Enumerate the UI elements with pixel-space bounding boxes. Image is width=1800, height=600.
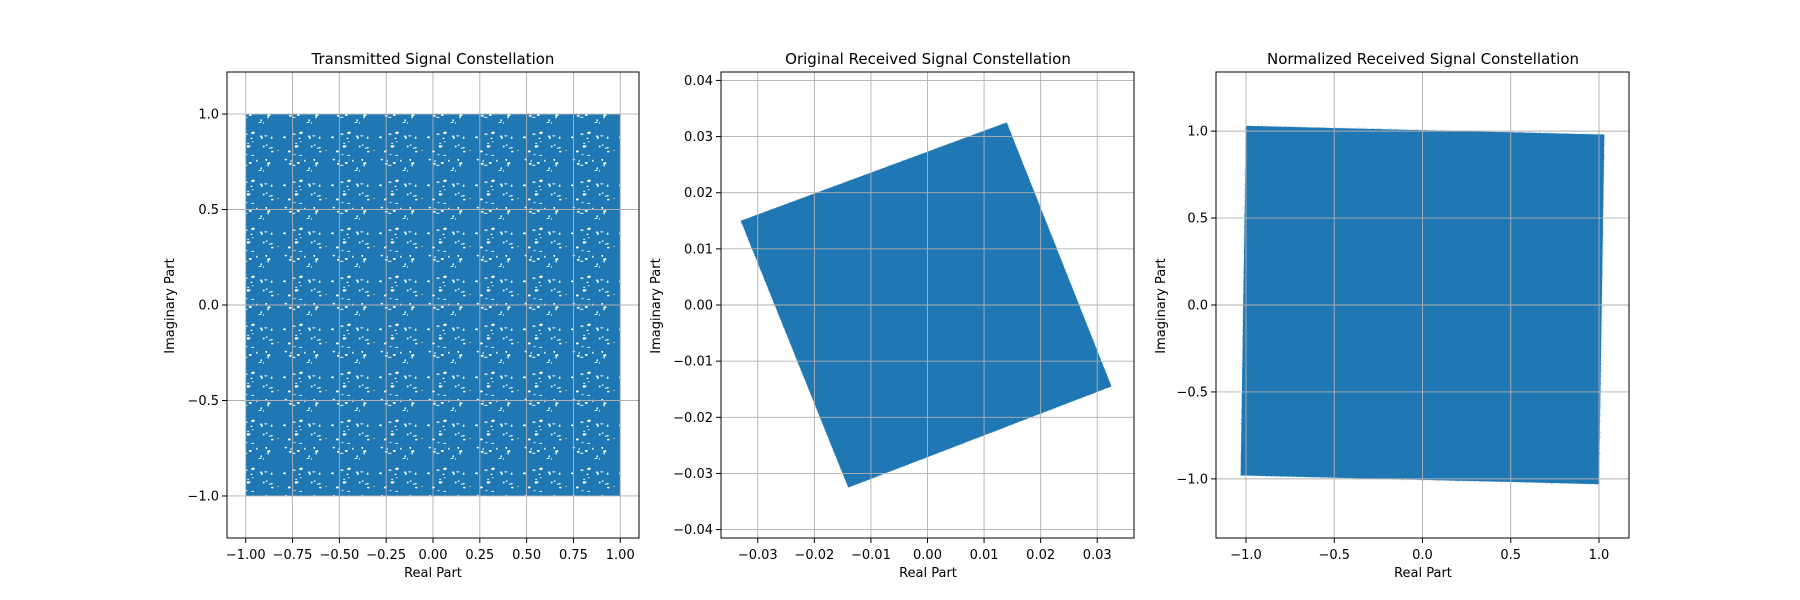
- y-tick-label: −1.0: [187, 489, 219, 504]
- x-tick-label: 0.00: [913, 548, 942, 563]
- y-tick-label: 0.5: [198, 203, 219, 218]
- x-axis-label: Real Part: [404, 566, 462, 581]
- x-tick-label: 1.00: [606, 548, 635, 563]
- y-tick-label: −0.02: [673, 411, 713, 426]
- grid: [1216, 72, 1629, 538]
- y-tick-label: 0.04: [684, 74, 713, 89]
- y-tick-label: 0.03: [684, 130, 713, 145]
- x-ticks: −1.0 −0.5 0.0 0.5 1.0: [1230, 538, 1609, 563]
- x-tick-label: 1.0: [1589, 548, 1610, 563]
- x-tick-label: 0.25: [465, 548, 494, 563]
- x-tick-label: 0.50: [512, 548, 541, 563]
- x-tick-label: −1.0: [1230, 548, 1262, 563]
- y-tick-label: 0.5: [1187, 212, 1208, 227]
- plot-area: −0.03 −0.02 −0.01 0.00 0.01 0.02 0.03−0.04−0.0…: [673, 71, 1135, 563]
- y-tick-label: 0.00: [684, 299, 713, 314]
- y-tick-label: 0.02: [684, 186, 713, 201]
- y-tick-label: 0.0: [1187, 299, 1208, 314]
- x-ticks: −1.00 −0.75 −0.50 −0.25 0.00 0.25 0.50 0.75 1.00: [226, 538, 635, 563]
- x-tick-label: −0.25: [366, 548, 406, 563]
- chart-title: Normalized Received Signal Constellation: [1267, 50, 1579, 68]
- x-axis-label: Real Part: [1394, 566, 1452, 581]
- y-tick-label: 1.0: [198, 108, 219, 123]
- x-tick-label: 0.01: [970, 548, 999, 563]
- panel-original-received: −0.03 −0.02 −0.01 0.00 0.01 0.02 0.03−0.04−0.0…: [649, 50, 1135, 581]
- y-tick-label: −0.03: [673, 467, 713, 482]
- chart-title: Transmitted Signal Constellation: [311, 50, 555, 68]
- x-axis-label: Real Part: [899, 566, 957, 581]
- x-tick-label: 0.5: [1500, 548, 1521, 563]
- x-tick-label: −0.03: [738, 548, 778, 563]
- y-ticks: −1.0 −0.5 0.0 0.5 1.0: [187, 108, 227, 504]
- x-tick-label: −0.75: [273, 548, 313, 563]
- y-ticks: −0.04 −0.03 −0.02 −0.01 0.00 0.01 0.02 0.03 0.04: [673, 74, 721, 538]
- plot-area: −1.00 −0.75 −0.50 −0.25 0.00 0.25 0.50 0.75 1.00…: [187, 71, 640, 563]
- x-tick-label: 0.0: [1412, 548, 1433, 563]
- y-axis-label: Imaginary Part: [649, 258, 664, 353]
- plot-area: −1.0 −0.5 0.0 0.5 1.0 −1.0 −0.5 0.0 0.5 1.0: [1176, 71, 1630, 563]
- y-tick-label: −1.0: [1176, 472, 1208, 487]
- y-tick-label: −0.5: [187, 394, 219, 409]
- x-ticks: −0.03 −0.02 −0.01 0.00 0.01 0.02 0.03: [738, 538, 1112, 563]
- y-axis-label: Imaginary Part: [163, 258, 178, 353]
- y-axis-label: Imaginary Part: [1154, 258, 1169, 353]
- y-ticks: −1.0 −0.5 0.0 0.5 1.0: [1176, 125, 1216, 487]
- y-tick-label: 0.0: [198, 299, 219, 314]
- x-tick-label: 0.00: [419, 548, 448, 563]
- x-tick-label: −0.01: [851, 548, 891, 563]
- x-tick-label: 0.02: [1026, 548, 1055, 563]
- grid: [227, 72, 639, 538]
- x-tick-label: −0.50: [319, 548, 359, 563]
- x-tick-label: −1.00: [226, 548, 266, 563]
- panel-normalized-received: −1.0 −0.5 0.0 0.5 1.0 −1.0 −0.5 0.0 0.5 1.0 Norma…: [1154, 50, 1630, 581]
- panel-transmitted: −1.00 −0.75 −0.50 −0.25 0.00 0.25 0.50 0.75 1.00…: [163, 50, 640, 581]
- y-tick-label: −0.01: [673, 355, 713, 370]
- x-tick-label: −0.5: [1318, 548, 1350, 563]
- grid: [721, 72, 1134, 538]
- y-tick-label: 1.0: [1187, 125, 1208, 140]
- x-tick-label: 0.03: [1083, 548, 1112, 563]
- x-tick-label: 0.75: [559, 548, 588, 563]
- chart-title: Original Received Signal Constellation: [785, 50, 1071, 68]
- x-tick-label: −0.02: [794, 548, 834, 563]
- y-tick-label: −0.5: [1176, 385, 1208, 400]
- y-tick-label: 0.01: [684, 242, 713, 257]
- y-tick-label: −0.04: [673, 523, 713, 538]
